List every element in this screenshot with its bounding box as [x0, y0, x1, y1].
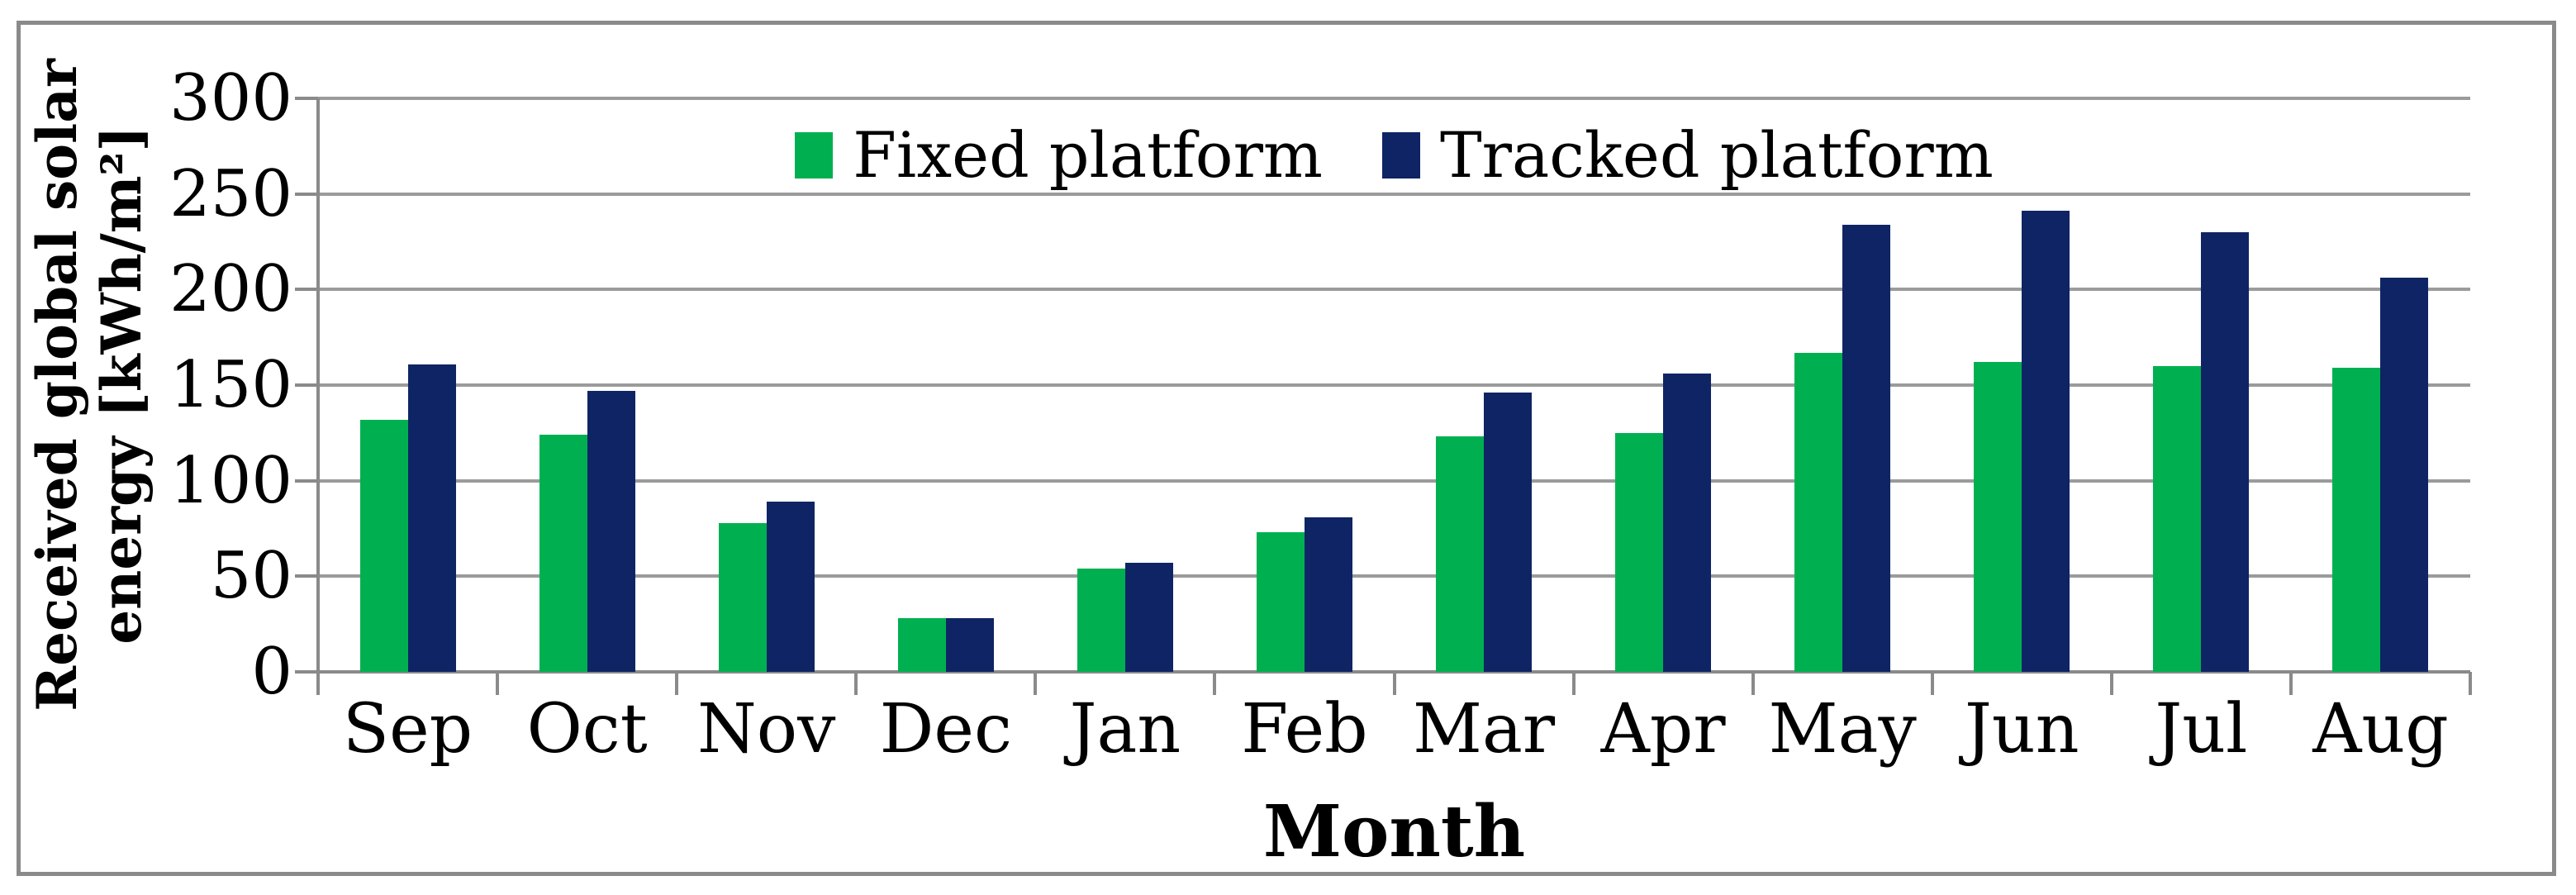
- x-cat-label-oct: Oct: [526, 690, 648, 769]
- y-tick-label-200: 200: [169, 252, 292, 327]
- bar-tracked-platform-sep: [407, 364, 456, 672]
- x-tick-10: [2109, 672, 2113, 695]
- x-cat-label-aug: Aug: [2312, 690, 2449, 769]
- x-tick-1: [496, 672, 500, 695]
- x-cat-label-feb: Feb: [1241, 690, 1368, 769]
- y-tick-50: [295, 574, 318, 578]
- y-tick-150: [295, 383, 318, 387]
- bar-tracked-platform-oct: [587, 391, 635, 672]
- bar-fixed-platform-jan: [1077, 569, 1125, 672]
- bar-fixed-platform-aug: [2332, 368, 2381, 672]
- y-tick-label-300: 300: [169, 61, 292, 136]
- x-cat-label-nov: Nov: [696, 690, 836, 769]
- x-tick-8: [1751, 672, 1755, 695]
- legend-label: Fixed platform: [853, 118, 1323, 192]
- legend-item-tracked-platform: Tracked platform: [1381, 118, 1994, 192]
- bar-tracked-platform-dec: [945, 618, 994, 672]
- bar-tracked-platform-aug: [2380, 278, 2429, 672]
- x-tick-7: [1571, 672, 1576, 695]
- x-cat-label-mar: Mar: [1413, 690, 1556, 769]
- bar-fixed-platform-nov: [718, 523, 767, 672]
- x-tick-2: [675, 672, 679, 695]
- x-cat-label-jan: Jan: [1069, 690, 1181, 769]
- y-tick-label-50: 50: [210, 539, 292, 614]
- bar-tracked-platform-feb: [1304, 517, 1352, 672]
- bar-tracked-platform-nov: [766, 502, 815, 672]
- x-cat-label-dec: Dec: [879, 690, 1012, 769]
- legend: Fixed platform Tracked platform: [318, 116, 2470, 195]
- x-tick-3: [854, 672, 858, 695]
- bar-fixed-platform-may: [1794, 353, 1843, 672]
- x-tick-4: [1034, 672, 1038, 695]
- bar-fixed-platform-feb: [1256, 532, 1305, 672]
- x-cat-label-may: May: [1768, 690, 1917, 769]
- bar-tracked-platform-may: [1842, 225, 1891, 672]
- x-cat-label-sep: Sep: [342, 690, 473, 769]
- gridline-50: [318, 574, 2470, 578]
- x-cat-label-apr: Apr: [1600, 690, 1726, 769]
- y-axis-line: [316, 98, 320, 675]
- y-tick-250: [295, 192, 318, 196]
- gridline-100: [318, 478, 2470, 483]
- bar-tracked-platform-jan: [1124, 563, 1173, 672]
- y-tick-label-0: 0: [251, 635, 292, 709]
- x-axis-title: Month: [1262, 790, 1526, 874]
- bar-tracked-platform-mar: [1484, 393, 1533, 672]
- bar-fixed-platform-oct: [539, 435, 587, 672]
- y-tick-label-250: 250: [169, 156, 292, 231]
- bar-fixed-platform-sep: [359, 420, 408, 672]
- x-cat-label-jul: Jul: [2155, 690, 2248, 769]
- y-tick-300: [295, 97, 318, 100]
- gridline-250: [318, 192, 2470, 196]
- gridline-200: [318, 288, 2470, 292]
- bar-tracked-platform-apr: [1663, 374, 1712, 672]
- y-tick-200: [295, 288, 318, 292]
- bar-tracked-platform-jun: [2022, 211, 2070, 672]
- bar-fixed-platform-jun: [1974, 362, 2022, 672]
- legend-item-fixed-platform: Fixed platform: [795, 121, 1323, 190]
- x-tick-11: [2288, 672, 2293, 695]
- y-tick-0: [295, 670, 318, 674]
- x-tick-12: [2469, 672, 2472, 695]
- bar-fixed-platform-jul: [2153, 366, 2202, 672]
- bar-tracked-platform-jul: [2201, 232, 2250, 672]
- bar-fixed-platform-dec: [897, 618, 946, 672]
- gridline-150: [318, 383, 2470, 387]
- y-tick-label-100: 100: [169, 443, 292, 518]
- legend-swatch-icon: [1381, 132, 1420, 179]
- y-tick-label-150: 150: [169, 348, 292, 422]
- legend-label: Tracked platform: [1439, 118, 1994, 192]
- x-cat-label-jun: Jun: [1965, 690, 2079, 769]
- x-tick-6: [1392, 672, 1396, 695]
- legend-swatch-icon: [795, 132, 834, 179]
- x-tick-5: [1213, 672, 1217, 695]
- bar-fixed-platform-apr: [1615, 433, 1664, 672]
- y-tick-100: [295, 478, 318, 483]
- x-tick-9: [1930, 672, 1934, 695]
- x-tick-0: [316, 672, 320, 695]
- bar-fixed-platform-mar: [1436, 436, 1485, 672]
- gridline-300: [318, 97, 2470, 100]
- y-axis-title-line1: Received global solar: [25, 59, 89, 712]
